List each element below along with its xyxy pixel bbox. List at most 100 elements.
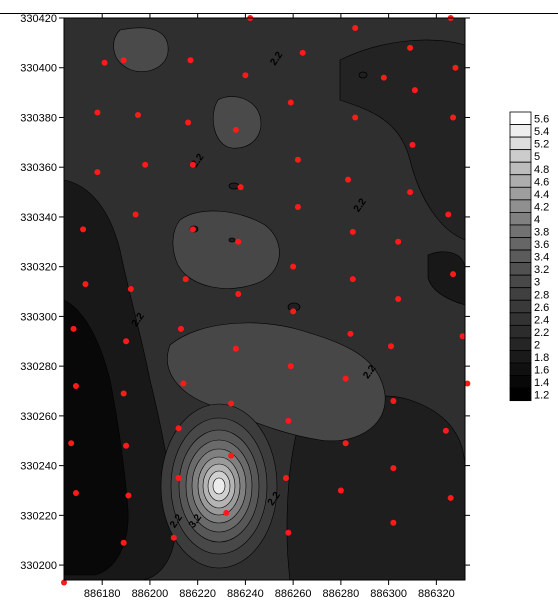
sample-point [343, 440, 349, 446]
sample-point [395, 296, 401, 302]
sample-point [233, 346, 239, 352]
colorbar-swatch [510, 125, 531, 138]
colorbar-swatch [510, 200, 531, 213]
sample-point [121, 390, 127, 396]
sample-point [102, 60, 108, 66]
colorbar-label: 4.4 [534, 189, 549, 201]
sample-point [343, 376, 349, 382]
colorbar-swatch [510, 363, 531, 376]
sample-point [347, 331, 353, 337]
sample-point [238, 184, 244, 190]
sample-point [183, 276, 189, 282]
colorbar-label: 3.4 [534, 252, 549, 264]
x-tick-label: 886320 [418, 588, 455, 600]
y-tick-label: 330320 [20, 262, 57, 274]
sample-point [381, 75, 387, 81]
sample-point [180, 381, 186, 387]
colorbar-legend: 5.65.45.254.84.64.44.243.83.63.43.232.82… [510, 112, 549, 402]
sample-point [388, 343, 394, 349]
sample-point [80, 226, 86, 232]
sample-point [350, 276, 356, 282]
sample-point [290, 264, 296, 270]
colorbar-label: 3 [534, 277, 540, 289]
x-tick-label: 886180 [84, 588, 121, 600]
x-tick-label: 886260 [275, 588, 312, 600]
colorbar-label: 1.4 [534, 377, 549, 389]
small-closed-contour [229, 238, 235, 242]
sample-point [190, 162, 196, 168]
colorbar-label: 3.2 [534, 264, 549, 276]
sample-point [288, 100, 294, 106]
sample-point [123, 443, 129, 449]
colorbar-label: 5.2 [534, 139, 549, 151]
x-tick-label: 886220 [179, 588, 216, 600]
sample-point [233, 127, 239, 133]
sample-point [176, 425, 182, 431]
x-tick-label: 886240 [227, 588, 264, 600]
colorbar-swatch [510, 300, 531, 313]
sample-point [185, 119, 191, 125]
contour-field [64, 18, 465, 580]
sample-point [73, 490, 79, 496]
x-tick-label: 886200 [132, 588, 169, 600]
x-tick-label: 886300 [370, 588, 407, 600]
colorbar-swatch [510, 112, 531, 125]
sample-point [285, 418, 291, 424]
small-closed-contour [359, 72, 367, 78]
sample-point [142, 162, 148, 168]
colorbar-label: 5 [534, 151, 540, 163]
colorbar-swatch [510, 325, 531, 338]
sample-point [390, 398, 396, 404]
sample-point [448, 495, 454, 501]
sample-point [390, 465, 396, 471]
colorbar-swatch [510, 388, 531, 401]
colorbar-label: 3.8 [534, 227, 549, 239]
colorbar-swatch [510, 376, 531, 389]
sample-point [445, 211, 451, 217]
y-tick-label: 330420 [20, 13, 57, 25]
sample-point [345, 177, 351, 183]
sample-point [390, 520, 396, 526]
colorbar-label: 2.8 [534, 289, 549, 301]
sample-point [68, 440, 74, 446]
sample-point [450, 114, 456, 120]
y-tick-label: 330240 [20, 461, 57, 473]
colorbar-label: 1.2 [534, 390, 549, 402]
sample-point [350, 229, 356, 235]
y-tick-label: 330360 [20, 162, 57, 174]
colorbar-swatch [510, 137, 531, 150]
small-closed-contour [229, 183, 239, 189]
sample-point [121, 540, 127, 546]
y-tick-label: 330400 [20, 63, 57, 75]
colorbar-swatch [510, 263, 531, 276]
sample-point [352, 25, 358, 31]
peak-ring [213, 478, 225, 494]
colorbar-swatch [510, 187, 531, 200]
sample-point [300, 50, 306, 56]
colorbar-label: 1.6 [534, 365, 549, 377]
sample-point [188, 57, 194, 63]
sample-point [290, 308, 296, 314]
colorbar-label: 2.6 [534, 302, 549, 314]
sample-point [71, 326, 77, 332]
colorbar-label: 4.6 [534, 176, 549, 188]
sample-point [409, 142, 415, 148]
colorbar-swatch [510, 225, 531, 238]
colorbar-swatch [510, 350, 531, 363]
sample-point [190, 226, 196, 232]
sample-point [235, 291, 241, 297]
sample-point [94, 109, 100, 115]
colorbar-swatch [510, 162, 531, 175]
colorbar-label: 1.8 [534, 352, 549, 364]
colorbar-swatch [510, 150, 531, 163]
sample-point [94, 169, 100, 175]
colorbar-swatch [510, 275, 531, 288]
y-tick-label: 330280 [20, 361, 57, 373]
sample-point [285, 530, 291, 536]
sample-point [228, 453, 234, 459]
y-tick-label: 330300 [20, 311, 57, 323]
colorbar-label: 5.6 [534, 114, 549, 126]
sample-point [452, 65, 458, 71]
sample-point [407, 45, 413, 51]
sample-point [128, 286, 134, 292]
